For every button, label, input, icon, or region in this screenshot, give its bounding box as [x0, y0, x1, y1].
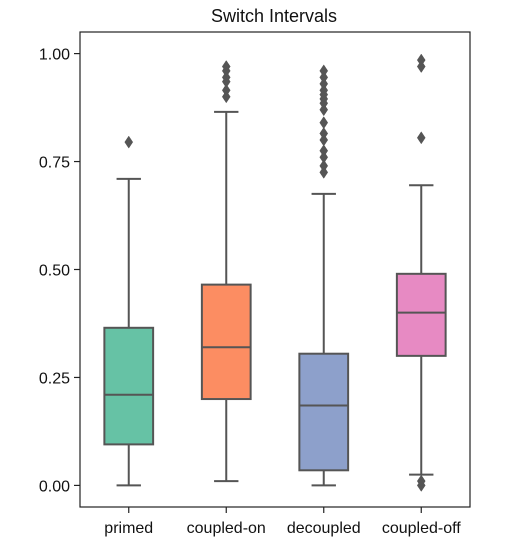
outlier-point	[319, 103, 329, 117]
outlier-point	[221, 70, 231, 84]
outlier-point	[416, 131, 426, 145]
box-iqr	[298, 352, 350, 472]
outlier-point	[319, 70, 329, 84]
box-coupled-on	[200, 60, 252, 483]
x-axis: primed coupled-on decoupled coupled-off	[104, 507, 461, 537]
outlier-point	[319, 159, 329, 173]
x-tick-label: coupled-on	[187, 520, 266, 537]
outlier-point	[319, 77, 329, 91]
y-tick-label: 0.25	[39, 370, 70, 387]
outlier-point	[416, 474, 426, 488]
outlier-point	[319, 144, 329, 158]
outlier-point	[319, 116, 329, 130]
y-axis: 0.00 0.25 0.50 0.75 1.00	[39, 47, 80, 495]
outlier-point	[124, 135, 134, 149]
y-tick-label: 1.00	[39, 47, 70, 64]
outlier-point	[221, 90, 231, 104]
x-tick-label: coupled-off	[382, 520, 461, 537]
outlier-point	[319, 64, 329, 78]
box-iqr	[395, 272, 447, 357]
outlier-point	[221, 60, 231, 73]
box-primed	[103, 135, 155, 487]
x-tick-label: decoupled	[287, 520, 361, 537]
chart-title: Switch Intervals	[211, 6, 337, 26]
outlier-point	[319, 150, 329, 164]
outlier-point	[319, 83, 329, 97]
y-tick-label: 0.75	[39, 155, 70, 172]
y-tick-label: 0.00	[39, 478, 70, 495]
outlier-point	[416, 60, 426, 73]
box-iqr	[200, 283, 252, 401]
box-series	[103, 53, 447, 492]
x-tick-label: primed	[104, 520, 153, 537]
box-iqr	[103, 326, 155, 446]
box-coupled-off	[395, 53, 447, 492]
outlier-point	[319, 165, 329, 179]
outlier-point	[221, 83, 231, 97]
outlier-point	[319, 133, 329, 147]
box-decoupled	[298, 64, 350, 487]
outlier-point	[416, 53, 426, 67]
y-tick-label: 0.50	[39, 263, 70, 280]
outlier-point	[319, 127, 329, 140]
